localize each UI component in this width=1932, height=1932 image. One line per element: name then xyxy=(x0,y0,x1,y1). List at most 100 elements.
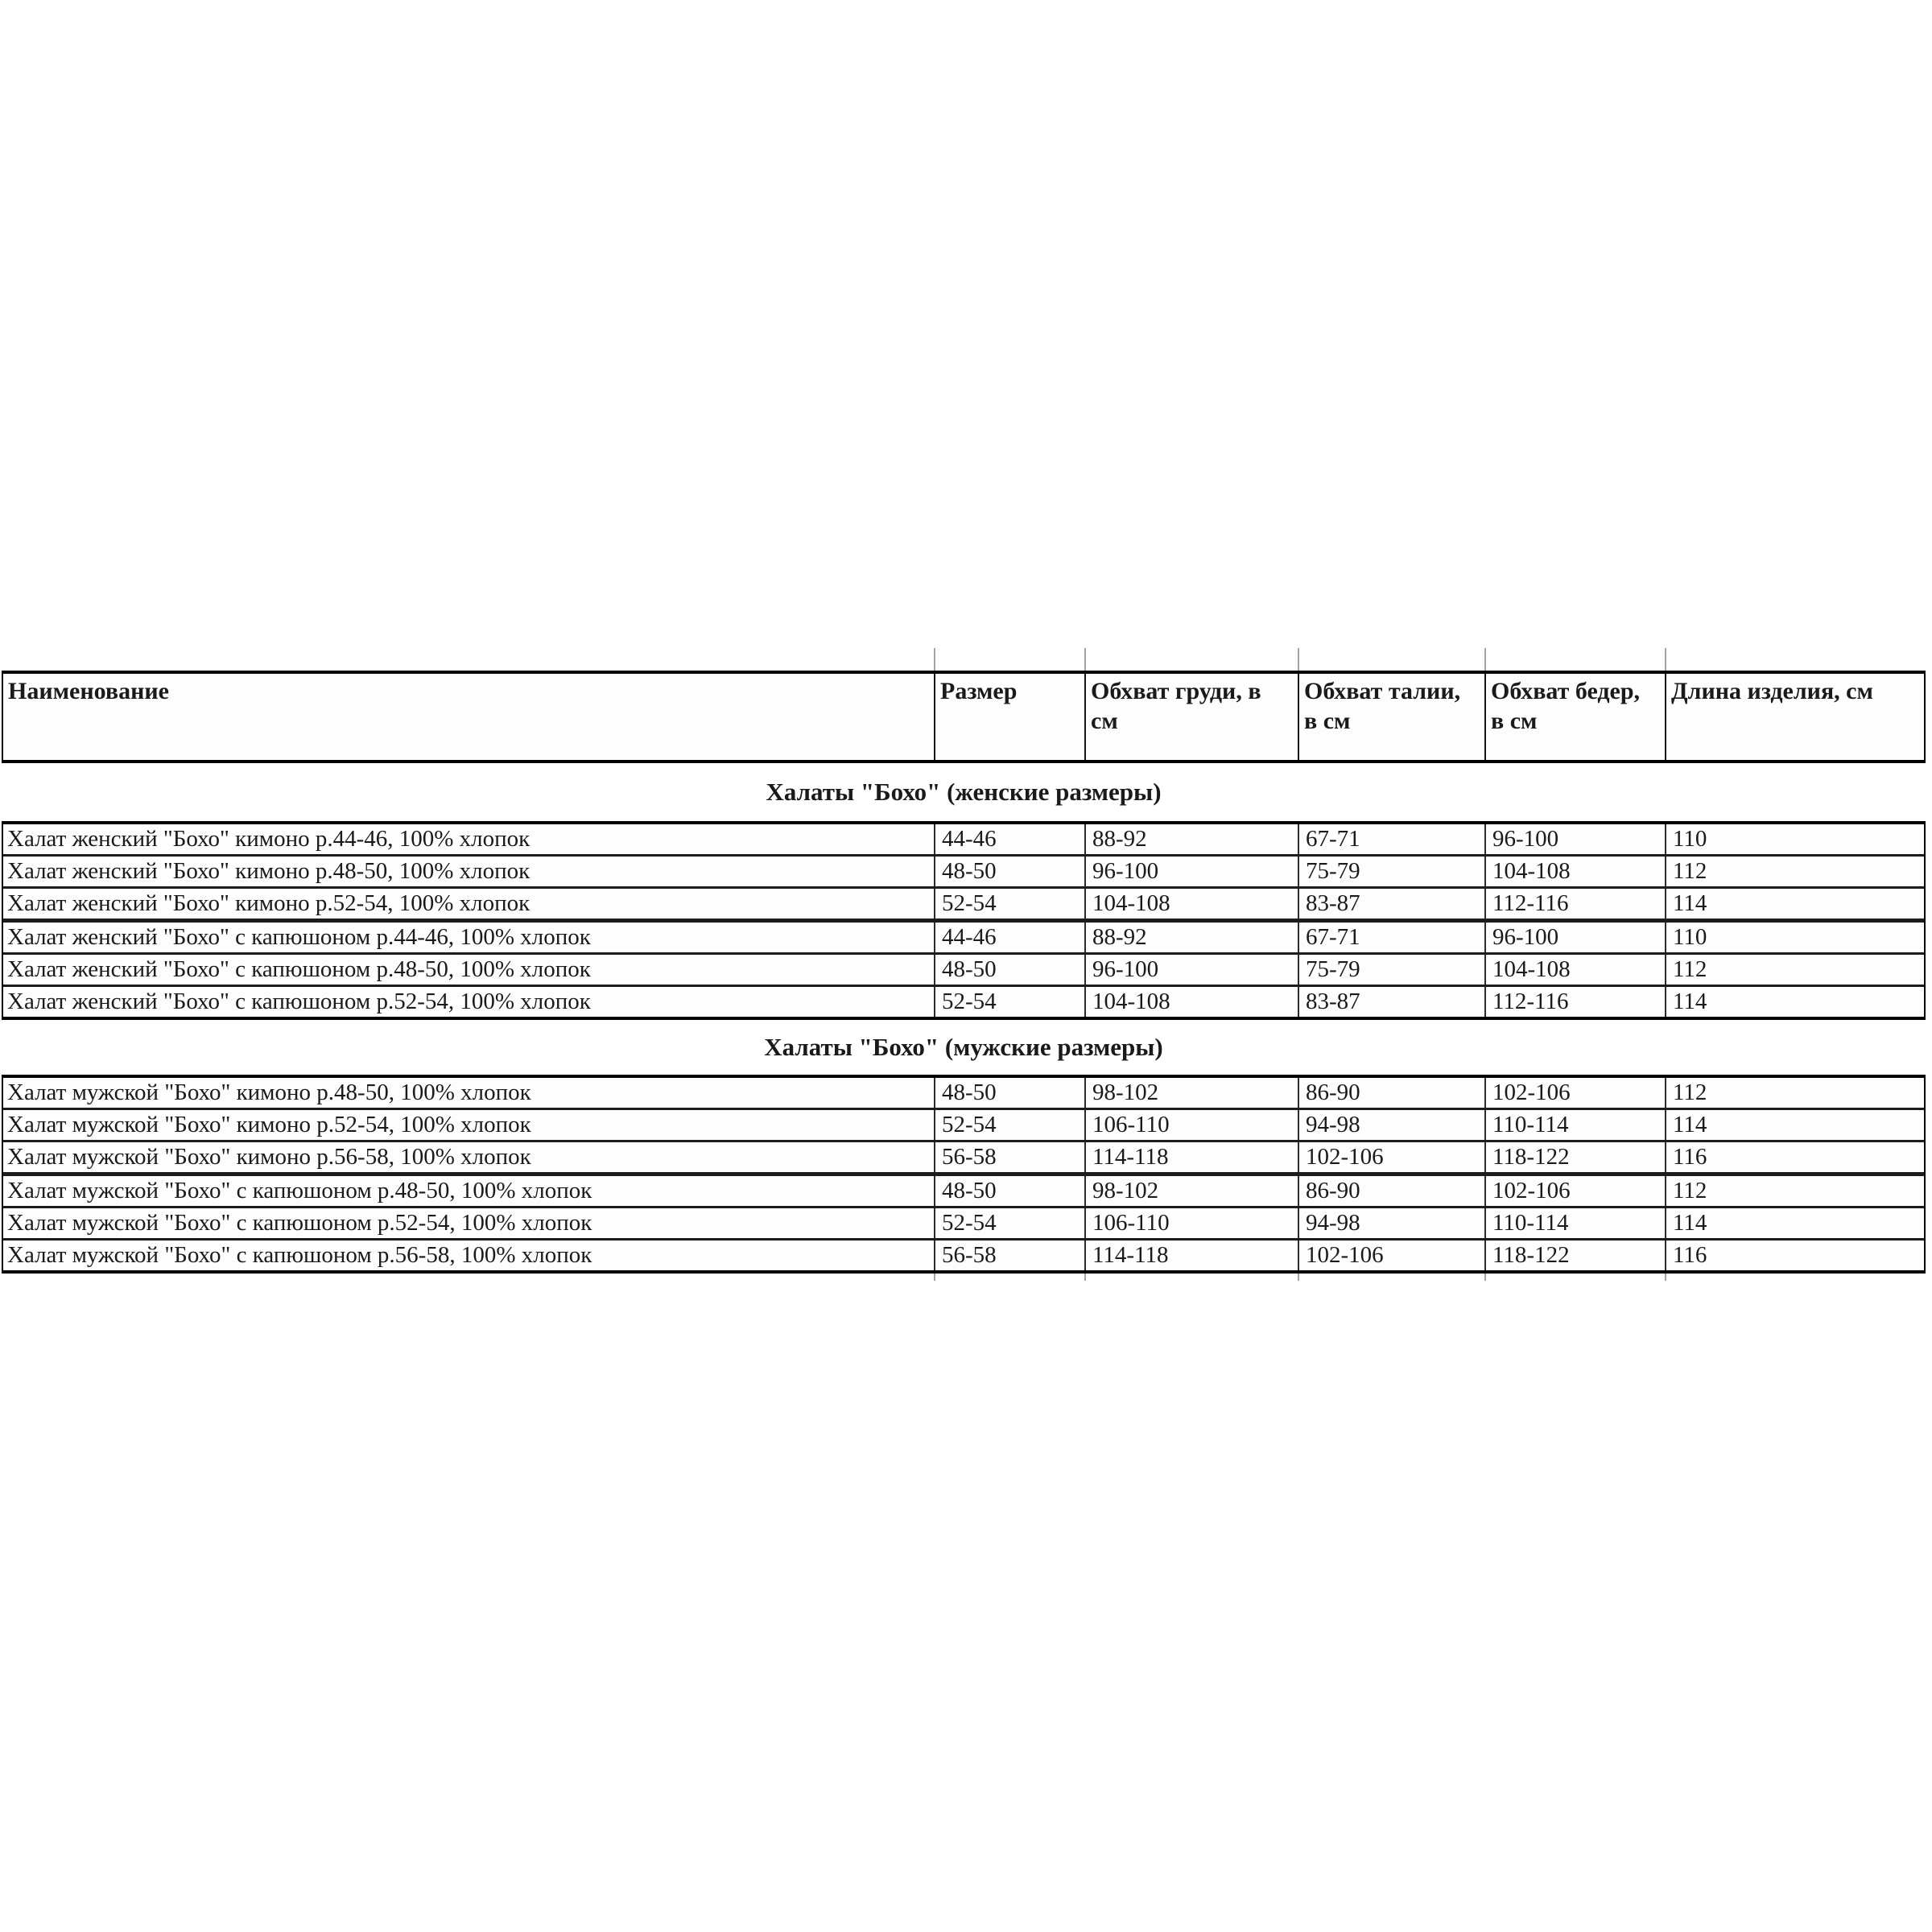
cell-size: 44-46 xyxy=(934,824,1084,854)
cell-chest: 96-100 xyxy=(1084,955,1298,985)
cell-size: 44-46 xyxy=(934,923,1084,952)
table-row: Халат мужской "Бохо" кимоно р.52-54, 100… xyxy=(3,1110,1924,1142)
cell-length: 110 xyxy=(1665,923,1924,952)
table-row: Халат мужской "Бохо" кимоно р.48-50, 100… xyxy=(3,1078,1924,1110)
cell-hips: 96-100 xyxy=(1484,824,1665,854)
cell-hips: 104-108 xyxy=(1484,955,1665,985)
table-row: Халат женский "Бохо" кимоно р.48-50, 100… xyxy=(3,857,1924,889)
cell-name: Халат женский "Бохо" с капюшоном р.44-46… xyxy=(7,924,591,950)
cell-waist: 102-106 xyxy=(1298,1241,1484,1270)
cell-name: Халат женский "Бохо" с капюшоном р.52-54… xyxy=(7,989,591,1014)
section-rows-men: Халат мужской "Бохо" кимоно р.48-50, 100… xyxy=(2,1075,1926,1274)
cell-chest: 104-108 xyxy=(1084,987,1298,1017)
cell-hips: 104-108 xyxy=(1484,857,1665,886)
cell-name: Халат женский "Бохо" с капюшоном р.48-50… xyxy=(7,956,591,982)
cell-length: 116 xyxy=(1665,1241,1924,1270)
cell-name: Халат женский "Бохо" кимоно р.52-54, 100… xyxy=(7,890,530,916)
column-header-chest: Обхват груди, в см xyxy=(1084,674,1298,760)
table-row: Халат женский "Бохо" с капюшоном р.48-50… xyxy=(3,955,1924,987)
cell-size: 52-54 xyxy=(934,1208,1084,1238)
cell-length: 112 xyxy=(1665,857,1924,886)
column-header-waist: Обхват талии, в см xyxy=(1298,674,1484,760)
cell-hips: 96-100 xyxy=(1484,923,1665,952)
table-row: Халат женский "Бохо" с капюшоном р.52-54… xyxy=(3,987,1924,1017)
cell-chest: 114-118 xyxy=(1084,1241,1298,1270)
table-row: Халат женский "Бохо" с капюшоном р.44-46… xyxy=(3,923,1924,955)
cell-chest: 88-92 xyxy=(1084,923,1298,952)
cell-hips: 102-106 xyxy=(1484,1176,1665,1206)
cell-chest: 106-110 xyxy=(1084,1208,1298,1238)
cell-length: 116 xyxy=(1665,1142,1924,1172)
gridline-stub xyxy=(1084,1274,1086,1281)
cell-chest: 104-108 xyxy=(1084,889,1298,919)
table-row: Халат мужской "Бохо" с капюшоном р.48-50… xyxy=(3,1176,1924,1208)
gridline-stub xyxy=(1484,1274,1486,1281)
cell-length: 114 xyxy=(1665,1110,1924,1140)
cell-chest: 96-100 xyxy=(1084,857,1298,886)
cell-name: Халат мужской "Бохо" с капюшоном р.52-54… xyxy=(7,1210,592,1236)
cell-waist: 83-87 xyxy=(1298,889,1484,919)
table-row: Халат женский "Бохо" кимоно р.52-54, 100… xyxy=(3,889,1924,923)
cell-size: 56-58 xyxy=(934,1241,1084,1270)
cell-waist: 75-79 xyxy=(1298,955,1484,985)
cell-hips: 110-114 xyxy=(1484,1208,1665,1238)
cell-chest: 114-118 xyxy=(1084,1142,1298,1172)
gridline-stub xyxy=(1084,648,1086,671)
table-header-row: Наименование Размер Обхват груди, в см О… xyxy=(2,671,1926,763)
section-title-men: Халаты "Бохо" (мужские размеры) xyxy=(764,1033,1163,1061)
cell-name: Халат мужской "Бохо" кимоно р.48-50, 100… xyxy=(7,1080,531,1105)
table-row: Халат мужской "Бохо" с капюшоном р.56-58… xyxy=(3,1241,1924,1270)
cell-size: 52-54 xyxy=(934,1110,1084,1140)
cell-hips: 102-106 xyxy=(1484,1078,1665,1108)
gridline-stub xyxy=(1665,1274,1666,1281)
cell-name: Халат мужской "Бохо" кимоно р.52-54, 100… xyxy=(7,1112,531,1137)
table-row: Халат мужской "Бохо" с капюшоном р.52-54… xyxy=(3,1208,1924,1241)
cell-name: Халат мужской "Бохо" с капюшоном р.56-58… xyxy=(7,1242,592,1268)
cell-chest: 98-102 xyxy=(1084,1176,1298,1206)
cell-waist: 102-106 xyxy=(1298,1142,1484,1172)
cell-name: Халат мужской "Бохо" с капюшоном р.48-50… xyxy=(7,1178,592,1203)
cell-hips: 110-114 xyxy=(1484,1110,1665,1140)
cell-hips: 112-116 xyxy=(1484,987,1665,1017)
table-row: Халат женский "Бохо" кимоно р.44-46, 100… xyxy=(3,824,1924,857)
cell-length: 112 xyxy=(1665,1176,1924,1206)
cell-size: 48-50 xyxy=(934,857,1084,886)
cell-length: 112 xyxy=(1665,1078,1924,1108)
gridline-stub xyxy=(1665,648,1666,671)
cell-waist: 86-90 xyxy=(1298,1078,1484,1108)
cell-waist: 75-79 xyxy=(1298,857,1484,886)
cell-hips: 112-116 xyxy=(1484,889,1665,919)
cell-length: 112 xyxy=(1665,955,1924,985)
cell-hips: 118-122 xyxy=(1484,1142,1665,1172)
size-table: Наименование Размер Обхват груди, в см О… xyxy=(2,648,1926,1281)
column-header-length: Длина изделия, см xyxy=(1665,674,1924,760)
column-header-name: Наименование xyxy=(8,678,169,704)
gridline-stub xyxy=(1484,648,1486,671)
gridline-stub xyxy=(1298,1274,1299,1281)
cell-chest: 106-110 xyxy=(1084,1110,1298,1140)
cell-length: 114 xyxy=(1665,889,1924,919)
cell-hips: 118-122 xyxy=(1484,1241,1665,1270)
gridline-stub-row-bottom xyxy=(2,1274,1926,1281)
cell-waist: 67-71 xyxy=(1298,923,1484,952)
cell-name: Халат женский "Бохо" кимоно р.48-50, 100… xyxy=(7,858,530,884)
cell-size: 48-50 xyxy=(934,955,1084,985)
section-title-women: Халаты "Бохо" (женские размеры) xyxy=(766,778,1162,806)
cell-length: 114 xyxy=(1665,987,1924,1017)
cell-name: Халат мужской "Бохо" кимоно р.56-58, 100… xyxy=(7,1144,531,1170)
cell-waist: 67-71 xyxy=(1298,824,1484,854)
cell-waist: 83-87 xyxy=(1298,987,1484,1017)
column-header-hips: Обхват бедер, в см xyxy=(1484,674,1665,760)
cell-length: 110 xyxy=(1665,824,1924,854)
cell-waist: 94-98 xyxy=(1298,1110,1484,1140)
cell-name: Халат женский "Бохо" кимоно р.44-46, 100… xyxy=(7,826,530,852)
gridline-stub xyxy=(1298,648,1299,671)
column-header-size: Размер xyxy=(934,674,1084,760)
cell-chest: 88-92 xyxy=(1084,824,1298,854)
gridline-stub xyxy=(934,648,935,671)
section-rows-women: Халат женский "Бохо" кимоно р.44-46, 100… xyxy=(2,821,1926,1020)
cell-waist: 86-90 xyxy=(1298,1176,1484,1206)
cell-size: 52-54 xyxy=(934,987,1084,1017)
cell-size: 52-54 xyxy=(934,889,1084,919)
